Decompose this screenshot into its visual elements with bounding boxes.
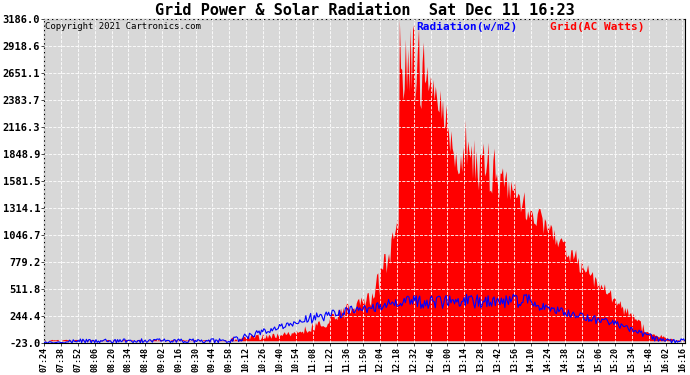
Text: Radiation(w/m2): Radiation(w/m2) xyxy=(416,22,517,32)
Text: Copyright 2021 Cartronics.com: Copyright 2021 Cartronics.com xyxy=(45,22,201,31)
Text: Grid(AC Watts): Grid(AC Watts) xyxy=(550,22,644,32)
Title: Grid Power & Solar Radiation  Sat Dec 11 16:23: Grid Power & Solar Radiation Sat Dec 11 … xyxy=(155,3,575,18)
